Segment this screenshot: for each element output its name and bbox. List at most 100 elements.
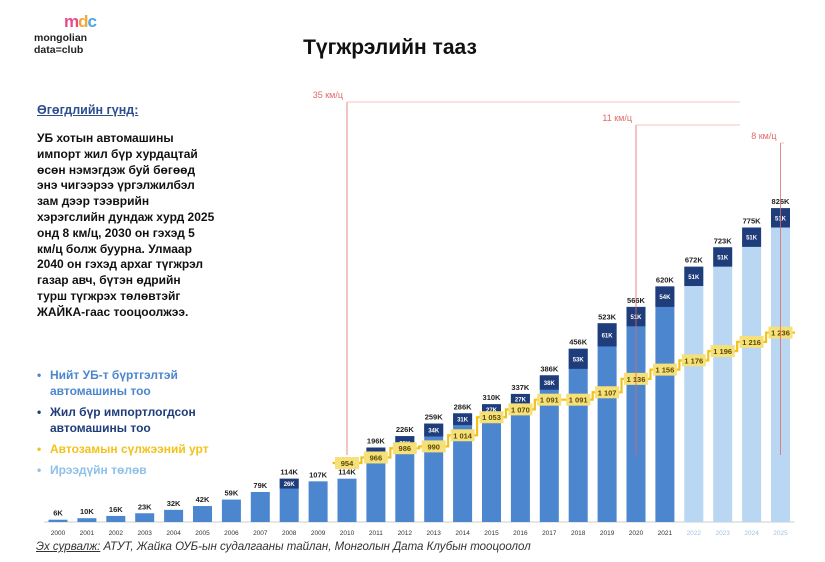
x-tick-label: 2005 (195, 530, 210, 537)
x-tick-label: 2011 (369, 530, 383, 537)
bar-total-label: 337K (511, 383, 530, 392)
road-label-bg (421, 440, 446, 453)
bar-total-label: 42K (196, 495, 210, 504)
road-label-bg (537, 393, 562, 406)
x-tick-label: 2019 (600, 530, 615, 537)
bar-import (453, 413, 473, 426)
bar-import (510, 393, 530, 405)
road-label: 1 216 (742, 338, 761, 347)
road-label-bg (392, 442, 417, 455)
x-tick-label: 2018 (571, 530, 586, 537)
bar-total (510, 393, 530, 522)
bar-import (279, 478, 299, 489)
road-label: 990 (427, 442, 440, 451)
logo-text-line1: mongolian (34, 32, 88, 44)
road-label-bg (335, 457, 359, 470)
bar-total (106, 515, 126, 522)
x-tick-label: 2001 (80, 530, 95, 537)
section-heading: Өгөгдлийн гүнд: (37, 103, 139, 117)
bar-total (482, 404, 501, 522)
description-line: ЖАЙКА-гаас тооцоолжээ. (37, 304, 189, 319)
bar-import-label: 51K (746, 236, 758, 242)
bar-total (568, 348, 588, 522)
bar-import-label: 51K (688, 275, 700, 281)
bar-total (597, 323, 617, 522)
bar-total (77, 518, 97, 522)
bar-total-label: 10K (80, 507, 94, 516)
description-line: онд 8 км/ц, 2030 он гэхэд 5 (37, 225, 195, 240)
legend-item-road: Автозамын сүлжээний урт (37, 441, 257, 457)
x-tick-label: 2007 (253, 530, 268, 537)
road-label-bg (595, 386, 620, 399)
road-label-bg (710, 345, 735, 358)
logo-mark: mdc (64, 12, 97, 31)
bar-total (164, 509, 184, 522)
bar-import (713, 247, 733, 267)
bar-import-label: 54K (659, 295, 671, 301)
bar-import (568, 348, 588, 369)
x-tick-label: 2024 (744, 530, 759, 537)
x-tick-label: 2002 (109, 530, 124, 537)
bar-import-label: 27K (515, 398, 527, 404)
bar-import (539, 375, 559, 390)
x-tick-label: 2017 (542, 530, 557, 537)
bar-import-label: 27K (486, 408, 498, 414)
bar-import-label: 38K (544, 381, 556, 387)
description-line: км/ц болж буурна. Улмаар (37, 241, 192, 256)
speed-annotation: 11 км/ц (602, 113, 632, 123)
bar-total (424, 423, 444, 522)
bar-total (337, 478, 357, 522)
bar-total (221, 499, 241, 522)
bar-total-label: 672K (685, 256, 704, 265)
bar-total-label: 456K (569, 338, 588, 347)
x-tick-label: 2000 (51, 530, 66, 537)
bar-total (655, 286, 675, 522)
road-label: 1 091 (540, 396, 559, 405)
road-label-bg (681, 354, 706, 367)
road-label: 986 (399, 444, 412, 453)
logo-text-line2: data=club (34, 44, 84, 56)
road-label: 1 196 (713, 347, 732, 356)
road-label-bg (508, 403, 533, 416)
x-tick-label: 2012 (398, 530, 413, 537)
bar-total (250, 491, 270, 522)
bar-import (424, 423, 444, 437)
road-label-bg (652, 363, 677, 376)
bar-import-label: 51K (717, 255, 729, 261)
legend-item-projection: Ирээдүйн төлөв (37, 462, 257, 478)
bar-total-label: 775K (743, 217, 762, 226)
road-label-bg (450, 429, 475, 442)
speed-annotation: 35 км/ц (313, 90, 343, 100)
bar-total-label: 523K (598, 312, 617, 321)
bar-import-label: 34K (428, 429, 440, 435)
bar-total-label: 107K (309, 470, 328, 479)
x-tick-label: 2025 (773, 530, 788, 537)
legend-item-import: Жил бүр импортлогдсон автомашины тоо (37, 404, 257, 436)
description-line: газар авч, бүтэн өдрийн (37, 273, 181, 288)
bar-import-label: 61K (602, 333, 614, 339)
page-title: Түгжрэлийн тааз (303, 36, 477, 59)
bar-total-label: 723K (714, 236, 733, 245)
road-label: 1 014 (453, 431, 473, 440)
bar-total-label: 196K (367, 437, 386, 446)
legend-item-total: Нийт УБ-т бүртгэлтэй автомашины тоо (37, 367, 257, 399)
bar-total (742, 227, 762, 522)
bar-import (742, 227, 762, 247)
description-line: УБ хотын автомашины (37, 131, 174, 145)
source-note: Эх сурвалж: АТУТ, Жайка ОУБ-ын судалгаан… (36, 541, 531, 553)
bar-total (279, 478, 299, 522)
bar-import (655, 286, 675, 307)
road-label-bg (479, 411, 504, 424)
bar-total (684, 266, 704, 522)
description-line: хэрэгслийн дундаж хурд 2025 (37, 209, 215, 224)
legend: Нийт УБ-т бүртгэлтэй автомашины тоо Жил … (37, 367, 257, 483)
bar-import (597, 323, 617, 347)
bar-total-label: 59K (225, 489, 239, 498)
road-label: 1 053 (482, 413, 501, 422)
bar-total-label: 79K (253, 481, 267, 490)
description-line: турш түгжрэх төлөвтэйг (37, 288, 181, 303)
bar-total (366, 447, 386, 522)
bar-total-label: 114K (280, 468, 298, 477)
bar-import-label: 26K (284, 482, 296, 488)
